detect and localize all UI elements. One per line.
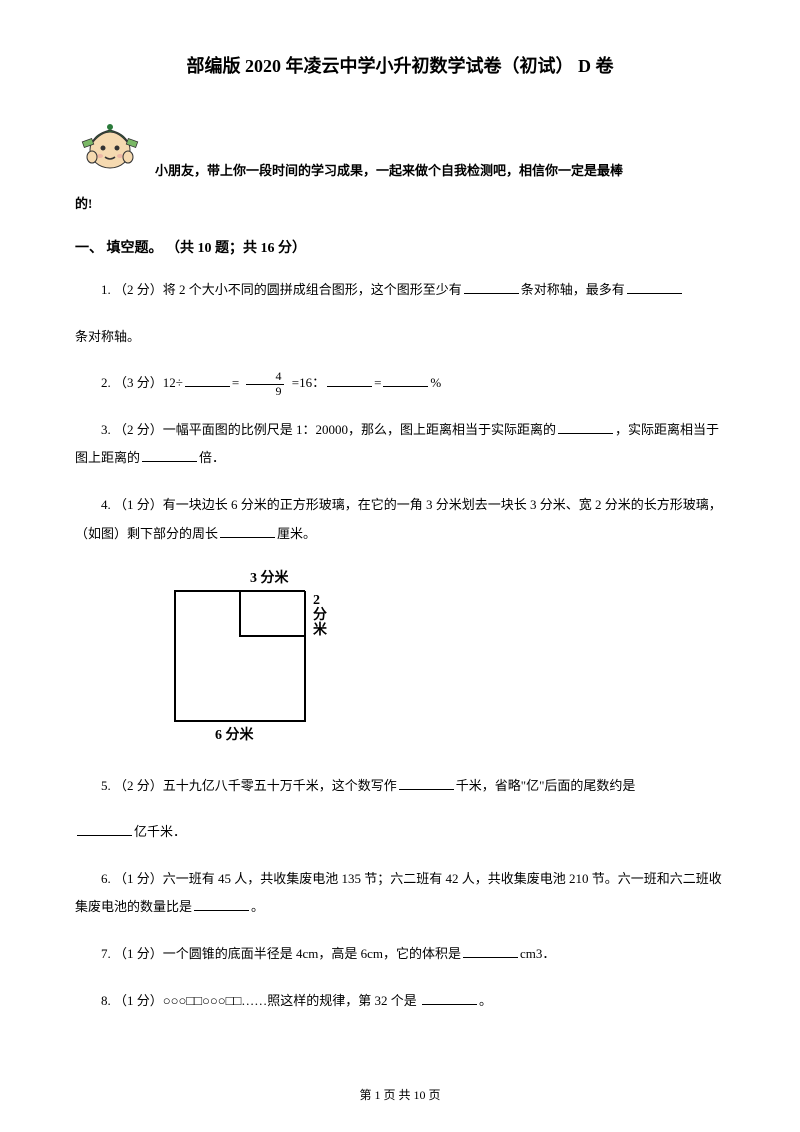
q7-text-1: 7. （1 分）一个圆锥的底面半径是 4cm，高是 6cm，它的体积是 xyxy=(101,946,461,961)
blank xyxy=(220,524,275,538)
q2-text-1: 2. （3 分）12÷ xyxy=(101,375,183,390)
q7-text-2: cm3． xyxy=(520,946,555,961)
diagram-right-label-1: 2 xyxy=(313,593,320,608)
question-7: 7. （1 分）一个圆锥的底面半径是 4cm，高是 6cm，它的体积是 cm3． xyxy=(75,940,725,969)
blank xyxy=(383,373,428,387)
question-2: 2. （3 分）12÷ = 4 9 =16： =% xyxy=(75,369,725,398)
question-1: 1. （2 分）将 2 个大小不同的圆拼成组合图形，这个图形至少有 条对称轴，最多… xyxy=(75,276,725,305)
q5-text-2: 千米，省略"亿"后面的尾数约是 xyxy=(456,778,636,793)
fraction-4-9: 4 9 xyxy=(246,370,284,397)
q4-text-2: 厘米。 xyxy=(277,526,316,541)
q1-text-1: 1. （2 分）将 2 个大小不同的圆拼成组合图形，这个图形至少有 xyxy=(101,282,462,297)
diagram-right-label-3: 米 xyxy=(313,621,328,638)
blank xyxy=(185,373,230,387)
q3-text-3: 倍． xyxy=(199,450,225,465)
diagram-shape xyxy=(175,591,305,721)
question-6: 6. （1 分）六一班有 45 人，共收集废电池 135 节；六二班有 42 人… xyxy=(75,865,725,922)
q5-text-3: 亿千米． xyxy=(134,824,186,839)
q2-text-2: =16： xyxy=(288,375,325,390)
mascot-icon xyxy=(75,112,145,182)
blank xyxy=(422,991,477,1005)
intro-text-2: 的! xyxy=(75,192,725,215)
blank xyxy=(142,448,197,462)
q4-diagram: 3 分米 2 分 米 6 分米 xyxy=(155,566,725,753)
blank xyxy=(77,822,132,836)
fraction-den: 9 xyxy=(246,385,284,398)
q8-text-2: 。 xyxy=(479,993,492,1008)
question-5-continue: 亿千米． xyxy=(75,818,725,847)
q1-text-2: 条对称轴，最多有 xyxy=(521,282,625,297)
blank xyxy=(463,944,518,958)
q2-eq: = xyxy=(232,375,239,390)
diagram-right-label-2: 分 xyxy=(313,607,327,623)
q4-text-1: 4. （1 分）有一块边长 6 分米的正方形玻璃，在它的一角 3 分米划去一块长… xyxy=(75,497,722,541)
q6-text-1: 6. （1 分）六一班有 45 人，共收集废电池 135 节；六二班有 42 人… xyxy=(75,871,722,915)
blank xyxy=(558,420,613,434)
q3-text-1: 3. （2 分）一幅平面图的比例尺是 1：20000，那么，图上距离相当于实际距… xyxy=(101,422,556,437)
diagram-bottom-label: 6 分米 xyxy=(215,726,254,743)
fraction-num: 4 xyxy=(246,370,284,384)
question-5: 5. （2 分）五十九亿八千零五十万千米，这个数写作 千米，省略"亿"后面的尾数约… xyxy=(75,772,725,801)
page-footer: 第 1 页 共 10 页 xyxy=(75,1085,725,1107)
blank xyxy=(194,897,249,911)
question-8: 8. （1 分）○○○□□○○○□□……照这样的规律，第 32 个是 。 xyxy=(75,987,725,1016)
question-3: 3. （2 分）一幅平面图的比例尺是 1：20000，那么，图上距离相当于实际距… xyxy=(75,416,725,473)
intro-row: 小朋友，带上你一段时间的学习成果，一起来做个自我检测吧，相信你一定是最棒 xyxy=(75,112,725,182)
blank xyxy=(327,373,372,387)
intro-text-1: 小朋友，带上你一段时间的学习成果，一起来做个自我检测吧，相信你一定是最棒 xyxy=(155,159,623,182)
diagram-top-label: 3 分米 xyxy=(250,569,289,586)
blank xyxy=(399,776,454,790)
q5-text-1: 5. （2 分）五十九亿八千零五十万千米，这个数写作 xyxy=(101,778,397,793)
question-4: 4. （1 分）有一块边长 6 分米的正方形玻璃，在它的一角 3 分米划去一块长… xyxy=(75,491,725,548)
section-1-header: 一、 填空题。 （共 10 题；共 16 分） xyxy=(75,236,725,261)
q6-text-2: 。 xyxy=(251,899,264,914)
exam-title: 部编版 2020 年凌云中学小升初数学试卷（初试） D 卷 xyxy=(75,50,725,82)
q2-text-3: = xyxy=(374,375,381,390)
question-1-continue: 条对称轴。 xyxy=(75,323,725,352)
blank xyxy=(464,280,519,294)
q8-text-1: 8. （1 分）○○○□□○○○□□……照这样的规律，第 32 个是 xyxy=(101,993,420,1008)
q1-text-3: 条对称轴。 xyxy=(75,329,140,344)
blank xyxy=(627,280,682,294)
q2-text-4: % xyxy=(430,375,441,390)
